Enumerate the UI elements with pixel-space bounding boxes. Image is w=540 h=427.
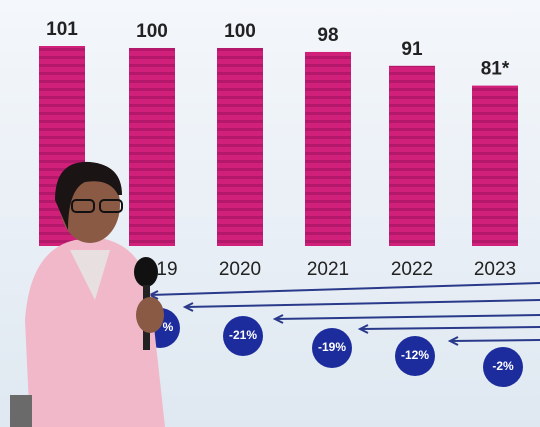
x-tick-label: 2020 bbox=[219, 259, 261, 280]
badge-label: -2% bbox=[492, 359, 514, 373]
value-label: 100 bbox=[224, 21, 256, 42]
value-label: 98 bbox=[317, 25, 338, 46]
x-tick-label: 2022 bbox=[391, 259, 433, 280]
badge-label: -21% bbox=[229, 328, 257, 342]
value-label: 81* bbox=[481, 59, 510, 80]
chart: 101 100 19 100 2020 98 2021 91 2022 81* 2023% -21% -… bbox=[0, 0, 540, 427]
x-tick-label: 2021 bbox=[307, 259, 349, 280]
x-tick-label: 2023 bbox=[474, 259, 516, 280]
bar bbox=[472, 86, 518, 246]
bar bbox=[305, 52, 351, 246]
bar bbox=[217, 48, 263, 246]
badge-label: -19% bbox=[318, 340, 346, 354]
bar bbox=[129, 48, 175, 246]
value-label: 101 bbox=[46, 19, 78, 40]
page: 101 100 19 100 2020 98 2021 91 2022 81* 2023% -21% -… bbox=[0, 0, 540, 427]
bar bbox=[389, 66, 435, 246]
badge-label: % bbox=[163, 320, 174, 334]
badge-label: -12% bbox=[401, 348, 429, 362]
value-label: 91 bbox=[401, 39, 423, 60]
x-tick-label: 19 bbox=[156, 259, 177, 280]
value-label: 100 bbox=[136, 21, 168, 42]
